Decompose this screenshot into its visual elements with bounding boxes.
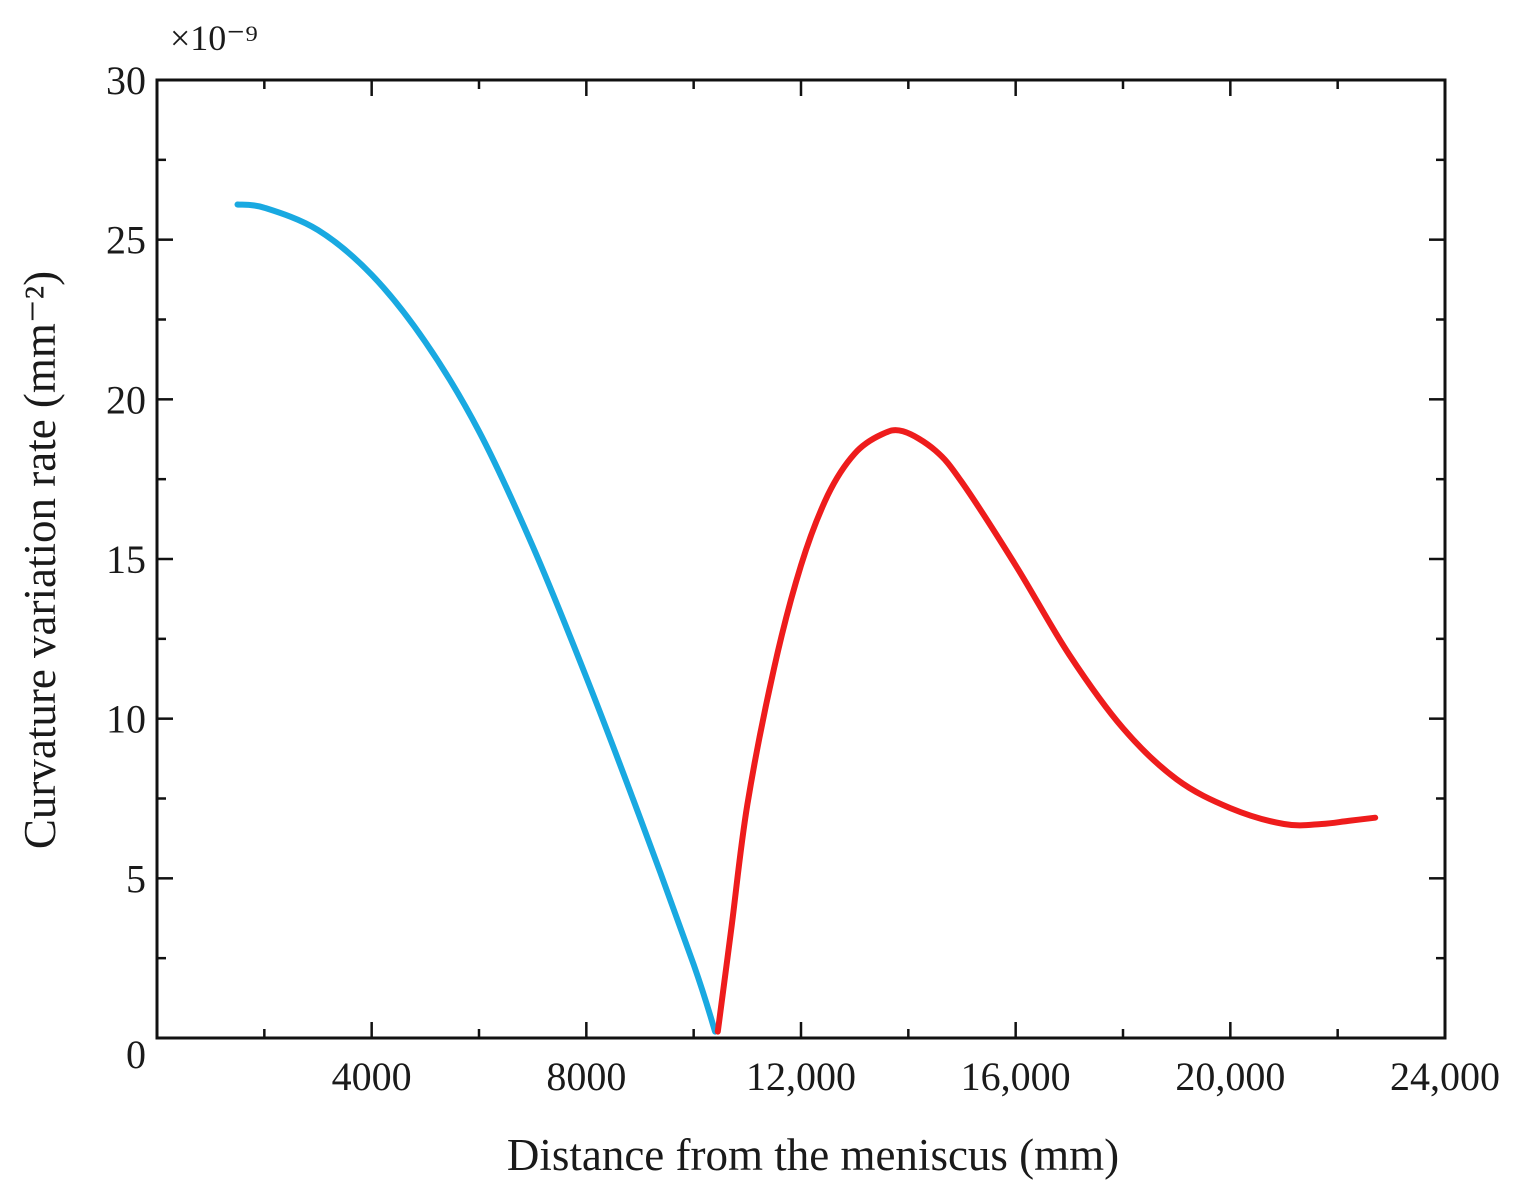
y-tick-label: 10 (106, 697, 146, 742)
series-line-segment-1 (234, 201, 719, 1035)
y-tick-label: 0 (126, 1032, 146, 1077)
x-tick-label: 16,000 (961, 1054, 1071, 1099)
x-axis-title: Distance from the meniscus (mm) (507, 1130, 1119, 1180)
y-tick-label: 15 (106, 537, 146, 582)
x-tick-label: 8000 (546, 1054, 626, 1099)
x-tick-label: 20,000 (1175, 1054, 1285, 1099)
x-tick-label: 4000 (332, 1054, 412, 1099)
x-tick-label: 12,000 (746, 1054, 856, 1099)
y-scale-label: ×10⁻⁹ (170, 18, 258, 58)
x-tick-label: 24,000 (1390, 1054, 1500, 1099)
y-axis-title: Curvature variation rate (mm⁻²) (15, 271, 65, 849)
y-tick-label: 25 (106, 218, 146, 263)
series-line-segment-2 (714, 427, 1379, 1035)
y-tick-label: 20 (106, 377, 146, 422)
y-tick-label: 30 (106, 58, 146, 103)
y-tick-label: 5 (126, 856, 146, 901)
